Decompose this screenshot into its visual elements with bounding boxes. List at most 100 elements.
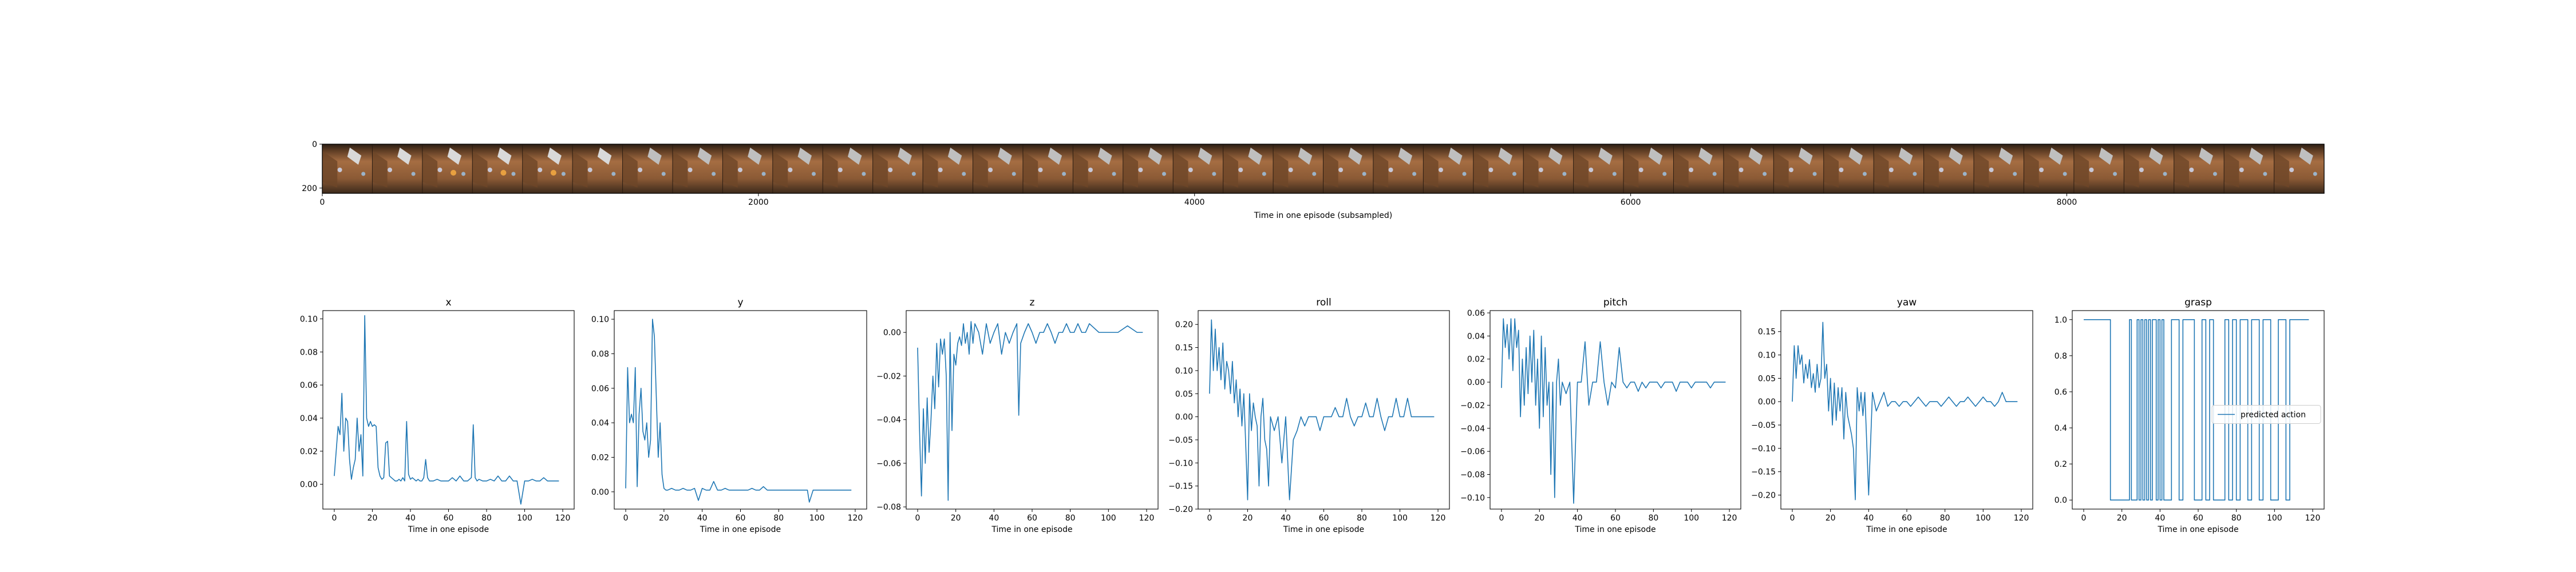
frame-bin-wall: [1173, 151, 1188, 188]
film-frame: [1373, 144, 1424, 193]
frame-gripper: [847, 148, 862, 165]
y-tick-label: 0.4: [2055, 424, 2067, 433]
x-tick-label: 80: [1357, 514, 1367, 523]
frame-object: [1612, 172, 1617, 176]
film-frame: [1623, 144, 1674, 193]
chart-x: 0 20 40 60 80 100 120 0.00 0.02 0.04 0.06 0.08 0.10 x…: [300, 297, 575, 534]
frame-bin-wall: [322, 151, 338, 188]
frame-bin-wall: [422, 151, 438, 188]
chart-roll: 0 20 40 60 80 100 120 0.20 0.15 0.10 0.05 0.00 −0.05…: [1168, 297, 1450, 534]
frame-bin-wall: [772, 151, 788, 188]
x-tick-label: 120: [1722, 514, 1737, 523]
frame-object: [2313, 172, 2317, 176]
frame-gripper: [1548, 148, 1563, 165]
frame-gripper: [1098, 148, 1112, 165]
frame-gripper: [2149, 148, 2163, 165]
y-tick-label: −0.08: [876, 503, 901, 512]
film-frame: [1973, 144, 2024, 193]
x-tick-label: 40: [1863, 514, 1874, 523]
film-strip-xlabel: Time in one episode (subsampled): [1254, 211, 1392, 220]
frame-gripper: [1898, 148, 1913, 165]
chart-z: 0 20 40 60 80 100 120 0.00 −0.02 −0.04 −0.06 −0.08 z…: [876, 297, 1159, 534]
frame-object: [761, 172, 766, 176]
film-frame: [672, 144, 723, 193]
frame-object: [337, 168, 342, 172]
frame-object: [550, 170, 556, 176]
frame-bin-wall: [1022, 151, 1038, 188]
frame-bin-wall: [1974, 151, 1989, 188]
x-tick-label: 100: [2267, 514, 2282, 523]
x-tick-label: 100: [517, 514, 532, 523]
film-frame: [1773, 144, 1824, 193]
frame-object: [1638, 168, 1643, 172]
frame-gripper: [998, 148, 1012, 165]
frame-gripper: [447, 148, 462, 165]
frame-object: [1138, 168, 1143, 172]
series-line-z: [917, 321, 1143, 501]
film-frame: [2023, 144, 2074, 193]
chart-title: z: [1030, 297, 1035, 308]
frame-object: [461, 172, 466, 176]
frame-object: [538, 168, 543, 172]
x-tick-label: 100: [1684, 514, 1699, 523]
x-tick-label: 80: [2231, 514, 2242, 523]
frame-object: [2113, 172, 2117, 176]
frame-object: [1038, 168, 1043, 172]
chart-xlabel: Time in one episode: [700, 525, 781, 534]
y-tick-label: 0.15: [1758, 328, 1776, 337]
x-tick-label: 120: [848, 514, 863, 523]
film-frame: [2274, 144, 2324, 193]
frame-object: [2212, 172, 2217, 176]
y-tick-label: 0.06: [300, 381, 318, 390]
frame-object: [451, 170, 457, 176]
frame-bin-wall: [1874, 151, 1889, 188]
frame-object: [688, 168, 693, 172]
frame-gripper: [2099, 148, 2113, 165]
series-line-grasp: [2084, 319, 2309, 501]
film-frame: [522, 144, 573, 193]
frame-object: [561, 172, 566, 176]
film-frame: [722, 144, 773, 193]
frame-bin-wall: [1673, 151, 1689, 188]
frame-object: [361, 172, 366, 176]
y-tick-label: 0: [312, 140, 317, 149]
film-frame: [1923, 144, 1974, 193]
frame-bin-wall: [923, 151, 938, 188]
y-tick-label: 0.2: [2055, 460, 2067, 469]
film-frame: [1123, 144, 1174, 193]
film-frame: [2174, 144, 2225, 193]
x-tick-label: 60: [736, 514, 746, 523]
frame-gripper: [2199, 148, 2213, 165]
chart-xlabel: Time in one episode: [1866, 525, 1947, 534]
frame-object: [2013, 172, 2017, 176]
film-frame: [772, 144, 823, 193]
x-tick-label: 80: [773, 514, 784, 523]
frame-gripper: [1949, 148, 1963, 165]
frame-object: [1412, 172, 1417, 176]
frame-object: [2039, 168, 2044, 172]
frame-object: [888, 168, 893, 172]
y-tick-label: 0.08: [300, 348, 318, 357]
frame-bin-wall: [2073, 151, 2089, 188]
y-tick-label: 0.02: [300, 447, 318, 456]
film-frame: [2123, 144, 2174, 193]
frame-gripper: [1998, 148, 2013, 165]
frame-gripper: [347, 148, 362, 165]
frame-object: [862, 172, 866, 176]
y-tick-label: 0.04: [1467, 332, 1485, 341]
frame-bin-wall: [622, 151, 638, 188]
frame-object: [500, 170, 507, 176]
y-tick-label: 0.06: [591, 384, 609, 394]
frame-object: [1288, 168, 1293, 172]
y-tick-label: 0.05: [1175, 390, 1193, 399]
x-tick-label: 80: [1940, 514, 1950, 523]
frame-object: [1989, 168, 1994, 172]
frame-object: [661, 172, 666, 176]
y-tick-label: 0.10: [1758, 351, 1776, 360]
x-tick-label: 0: [915, 514, 920, 523]
frame-object: [2139, 168, 2144, 172]
x-tick-label: 100: [1392, 514, 1408, 523]
frame-gripper: [547, 148, 562, 165]
frame-object: [1062, 172, 1066, 176]
x-tick-label: 0: [320, 198, 325, 207]
